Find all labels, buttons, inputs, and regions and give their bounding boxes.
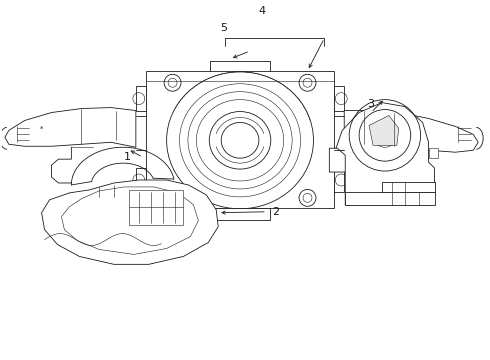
- Text: 2: 2: [272, 207, 279, 217]
- Polygon shape: [136, 86, 146, 111]
- Polygon shape: [129, 190, 183, 225]
- Polygon shape: [329, 148, 345, 172]
- Polygon shape: [42, 180, 218, 264]
- Polygon shape: [345, 192, 435, 205]
- Text: 4: 4: [258, 6, 266, 16]
- Polygon shape: [136, 168, 146, 192]
- Polygon shape: [429, 148, 439, 158]
- Polygon shape: [369, 116, 399, 145]
- Text: 1: 1: [124, 152, 131, 162]
- Polygon shape: [5, 108, 136, 147]
- Polygon shape: [382, 182, 435, 192]
- Polygon shape: [344, 111, 478, 152]
- Polygon shape: [210, 208, 270, 220]
- Polygon shape: [61, 187, 198, 255]
- Text: 3: 3: [368, 99, 374, 109]
- Polygon shape: [334, 168, 344, 192]
- Polygon shape: [334, 86, 344, 111]
- Polygon shape: [335, 103, 435, 205]
- Text: 5: 5: [220, 23, 227, 33]
- Polygon shape: [146, 71, 334, 208]
- Text: *: *: [40, 125, 43, 131]
